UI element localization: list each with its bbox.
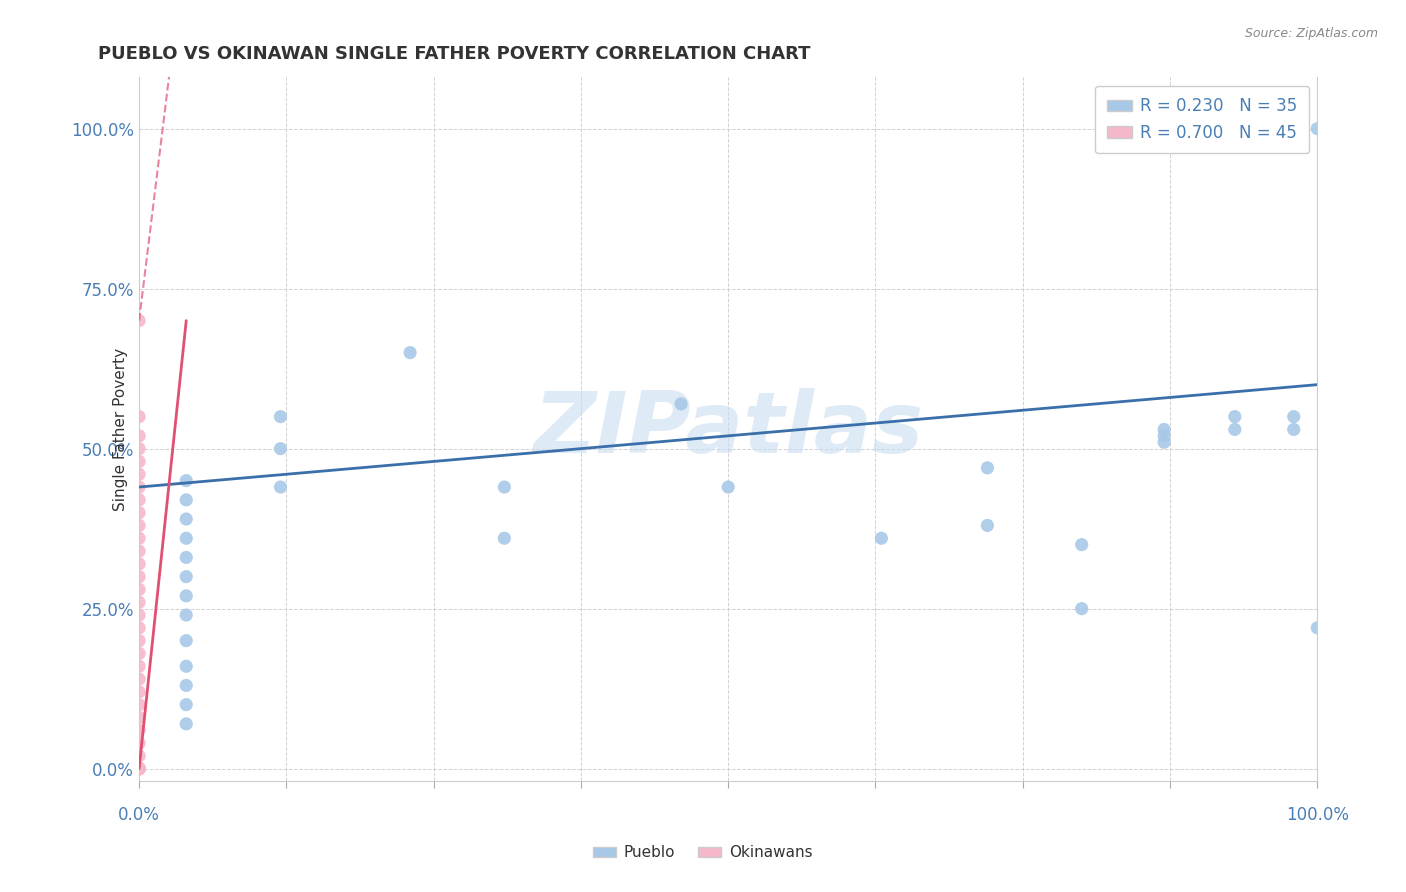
Point <box>174 608 197 623</box>
Legend: Pueblo, Okinawans: Pueblo, Okinawans <box>588 839 818 866</box>
Point <box>669 397 692 411</box>
Point <box>128 582 150 597</box>
Point <box>128 595 150 609</box>
Point <box>128 762 150 776</box>
Point <box>269 442 291 456</box>
Point <box>128 762 150 776</box>
Point <box>1153 422 1175 436</box>
Legend: R = 0.230   N = 35, R = 0.700   N = 45: R = 0.230 N = 35, R = 0.700 N = 45 <box>1095 86 1309 153</box>
Text: 100.0%: 100.0% <box>1286 806 1348 824</box>
Point <box>1282 409 1305 424</box>
Point <box>128 442 150 456</box>
Point <box>128 762 150 776</box>
Point <box>128 685 150 699</box>
Point <box>174 633 197 648</box>
Point <box>174 716 197 731</box>
Point <box>870 531 893 545</box>
Text: PUEBLO VS OKINAWAN SINGLE FATHER POVERTY CORRELATION CHART: PUEBLO VS OKINAWAN SINGLE FATHER POVERTY… <box>98 45 811 62</box>
Point <box>174 659 197 673</box>
Point <box>128 313 150 327</box>
Point <box>128 467 150 482</box>
Point <box>128 762 150 776</box>
Point <box>1223 422 1246 436</box>
Point <box>128 659 150 673</box>
Text: ZIPatlas: ZIPatlas <box>533 388 924 471</box>
Point <box>128 736 150 750</box>
Point <box>128 531 150 545</box>
Point <box>128 762 150 776</box>
Text: 0.0%: 0.0% <box>118 806 160 824</box>
Point <box>174 474 197 488</box>
Point <box>128 762 150 776</box>
Point <box>976 460 998 475</box>
Point <box>174 492 197 507</box>
Point <box>128 762 150 776</box>
Point <box>128 762 150 776</box>
Point <box>174 589 197 603</box>
Point <box>269 409 291 424</box>
Point <box>399 345 422 359</box>
Point <box>128 409 150 424</box>
Point <box>174 550 197 565</box>
Point <box>128 633 150 648</box>
Point <box>1070 538 1092 552</box>
Point <box>128 762 150 776</box>
Point <box>128 518 150 533</box>
Y-axis label: Single Father Poverty: Single Father Poverty <box>112 348 128 511</box>
Point <box>128 762 150 776</box>
Point <box>128 480 150 494</box>
Point <box>494 531 516 545</box>
Point <box>128 569 150 583</box>
Point <box>128 429 150 443</box>
Point <box>717 480 740 494</box>
Point <box>128 454 150 468</box>
Point <box>128 762 150 776</box>
Point <box>128 723 150 738</box>
Point <box>128 621 150 635</box>
Point <box>174 512 197 526</box>
Point <box>494 480 516 494</box>
Point <box>1282 422 1305 436</box>
Point <box>1070 601 1092 615</box>
Point <box>128 492 150 507</box>
Point <box>128 647 150 661</box>
Point <box>269 480 291 494</box>
Point <box>128 762 150 776</box>
Point <box>128 506 150 520</box>
Point <box>174 531 197 545</box>
Point <box>128 762 150 776</box>
Point <box>1153 429 1175 443</box>
Point <box>128 762 150 776</box>
Point <box>128 544 150 558</box>
Point <box>976 518 998 533</box>
Point <box>174 698 197 712</box>
Point <box>174 678 197 692</box>
Point <box>128 710 150 724</box>
Point <box>128 557 150 571</box>
Point <box>174 569 197 583</box>
Point <box>128 762 150 776</box>
Point <box>1223 409 1246 424</box>
Point <box>128 748 150 763</box>
Point <box>128 762 150 776</box>
Point <box>128 672 150 686</box>
Point <box>128 698 150 712</box>
Point <box>1153 435 1175 450</box>
Text: Source: ZipAtlas.com: Source: ZipAtlas.com <box>1244 27 1378 40</box>
Point <box>1306 121 1329 136</box>
Point <box>128 608 150 623</box>
Point <box>1306 621 1329 635</box>
Point <box>128 762 150 776</box>
